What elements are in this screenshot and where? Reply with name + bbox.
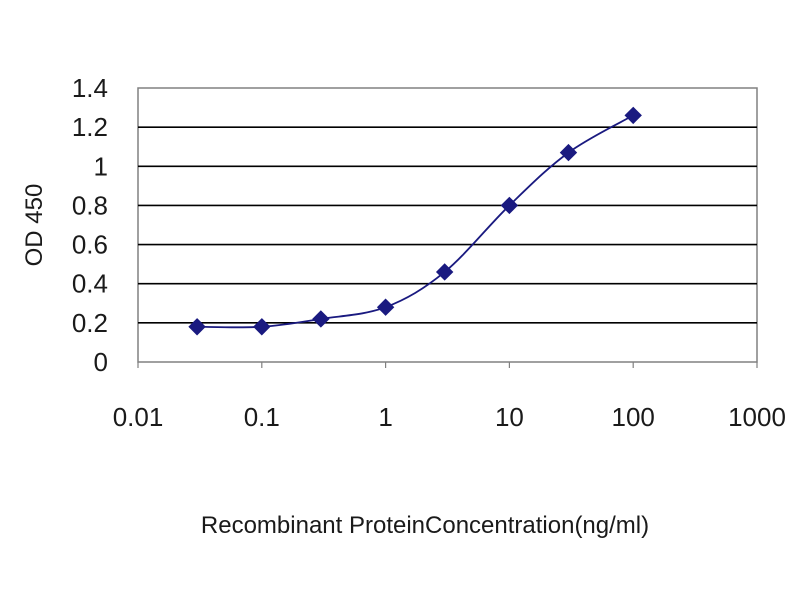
x-tick-label: 1 bbox=[378, 402, 392, 432]
grid-lines bbox=[138, 126, 757, 324]
data-point bbox=[435, 263, 454, 281]
x-tick-label: 10 bbox=[495, 402, 524, 432]
y-tick-label: 1 bbox=[94, 151, 108, 181]
data-point bbox=[253, 318, 271, 336]
plot-area bbox=[137, 87, 758, 363]
data-point bbox=[500, 196, 519, 215]
y-tick-label: 1.4 bbox=[72, 73, 108, 103]
y-tick-label: 0.4 bbox=[72, 269, 108, 299]
y-tick-label: 0.2 bbox=[72, 308, 108, 338]
x-tick-label: 1000 bbox=[728, 402, 786, 432]
data-point bbox=[376, 298, 395, 316]
y-tick-label: 0.8 bbox=[72, 190, 108, 220]
data-point bbox=[188, 318, 206, 336]
y-tick-label: 0 bbox=[94, 347, 108, 377]
x-axis: 0.01 0.1 1 10 100 1000 bbox=[113, 362, 786, 432]
y-tick-label: 1.2 bbox=[72, 112, 108, 142]
series bbox=[188, 106, 642, 336]
x-axis-title: Recombinant ProteinConcentration(ng/ml) bbox=[201, 512, 649, 539]
x-tick-label: 0.01 bbox=[113, 402, 164, 432]
data-point bbox=[624, 106, 642, 125]
y-axis: 0 0.2 0.4 0.6 0.8 1 1.2 1.4 bbox=[72, 73, 108, 377]
y-axis-title: OD 450 bbox=[21, 184, 48, 267]
data-point bbox=[312, 310, 330, 328]
x-tick-label: 0.1 bbox=[244, 402, 280, 432]
y-tick-label: 0.6 bbox=[72, 230, 108, 260]
data-point bbox=[559, 143, 578, 162]
x-tick-label: 100 bbox=[612, 402, 655, 432]
